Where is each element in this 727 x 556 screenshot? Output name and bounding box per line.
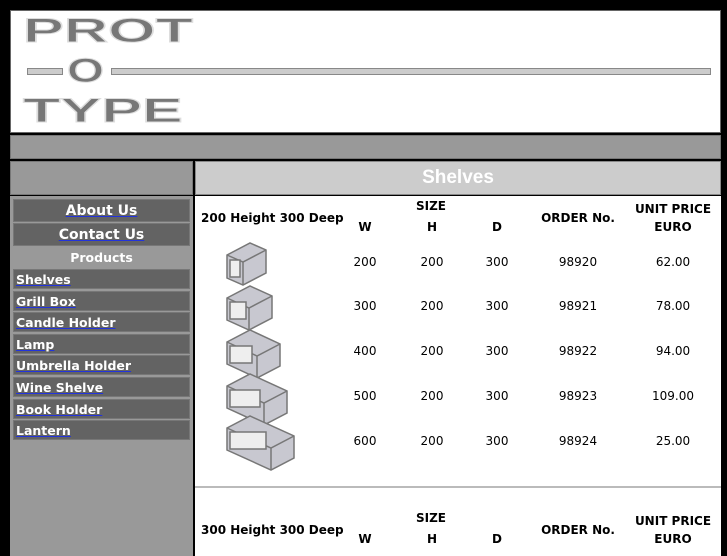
order-header: ORDER No. [541,211,615,225]
nav-label: Grill Box [16,293,76,309]
cell-w: 300 [353,299,377,313]
price-header: UNIT PRICE [634,514,712,528]
logo-line-3: TYPE [22,92,184,131]
nav-label: About Us [65,203,138,219]
prototype-logo: PROT O TYPE [11,11,720,132]
d-header: D [492,220,502,234]
d-header: D [492,532,502,546]
cell-w: 500 [353,389,377,403]
cell-order: 98922 [558,344,598,358]
nav-lantern[interactable]: Lantern [13,420,190,441]
cell-w: 600 [353,434,377,448]
nav-label: Shelves [16,272,71,287]
sidebar-header [10,161,193,195]
sidebar: About Us Contact Us Products Shelves Gri… [10,196,193,556]
products-heading: Products [70,250,133,265]
nav-label: Lantern [16,423,71,439]
nav-label: Umbrella Holder [16,358,132,374]
cell-h: 200 [420,255,444,269]
w-header: W [358,220,372,234]
shelves-image [226,242,295,471]
cell-price: 25.00 [655,434,691,448]
w-header: W [358,532,372,546]
nav-label: Wine Shelve [16,379,104,395]
cell-h: 200 [420,344,444,358]
nav-umbrella-holder[interactable]: Umbrella Holder [13,355,190,376]
nav-label: Lamp [16,336,55,352]
h-header: H [426,532,438,546]
section-divider [195,486,721,488]
nav-bar [10,135,721,159]
price-currency-header: EURO [654,220,692,234]
cell-d: 300 [485,344,509,358]
logo-line-2: O [66,52,105,91]
nav-label: Candle Holder [16,315,116,331]
section-label: 200 Height 300 Deep [201,211,344,225]
cell-h: 200 [420,299,444,313]
nav-label: Book Holder [16,401,103,417]
order-header: ORDER No. [541,523,615,537]
nav-about-us[interactable]: About Us [13,199,190,222]
cell-d: 300 [485,255,509,269]
cell-price: 94.00 [655,344,691,358]
header-banner: PROT O TYPE [10,10,721,133]
cell-price: 62.00 [655,255,691,269]
nav-shelves[interactable]: Shelves [13,269,190,289]
cell-order: 98920 [558,255,598,269]
price-header: UNIT PRICE [634,202,712,216]
nav-candle-holder[interactable]: Candle Holder [13,312,190,333]
section-label: 300 Height 300 Deep [201,523,344,537]
nav-label: Contact Us [58,227,145,243]
cell-price: 109.00 [652,389,694,403]
nav-contact-us[interactable]: Contact Us [13,223,190,246]
cell-order: 98921 [558,299,598,313]
size-header: SIZE [415,199,447,213]
cell-w: 400 [353,344,377,358]
cell-order: 98923 [558,389,598,403]
logo-bar-left [27,68,63,75]
logo-line-1: PROT [22,12,194,51]
cell-d: 300 [485,299,509,313]
product-table: 200 Height 300 Deep SIZE W H D ORDER No.… [195,196,721,556]
cell-d: 300 [485,434,509,448]
cell-d: 300 [485,389,509,403]
nav-lamp[interactable]: Lamp [13,333,190,354]
page-title: Shelves [195,161,721,195]
h-header: H [426,220,438,234]
cell-h: 200 [420,434,444,448]
cell-w: 200 [353,255,377,269]
nav-grill-box[interactable]: Grill Box [13,290,190,311]
cell-price: 78.00 [655,299,691,313]
nav-book-holder[interactable]: Book Holder [13,398,190,419]
cell-h: 200 [420,389,444,403]
cell-order: 98924 [558,434,598,448]
nav-wine-shelve[interactable]: Wine Shelve [13,376,190,397]
logo-bar-right [111,68,711,75]
size-header: SIZE [415,511,447,525]
price-currency-header: EURO [654,532,692,546]
